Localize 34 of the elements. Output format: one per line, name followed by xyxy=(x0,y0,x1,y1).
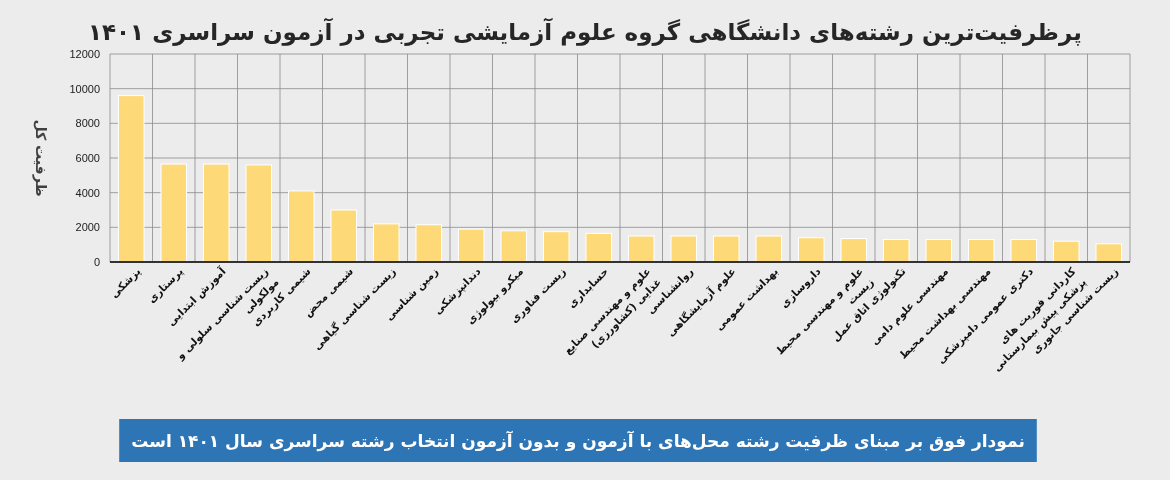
x-tick-label: پزشکی xyxy=(107,264,144,301)
bar xyxy=(288,190,315,263)
bar xyxy=(628,235,655,263)
bar xyxy=(968,238,995,263)
y-tick-label: 8000 xyxy=(75,117,100,130)
bar xyxy=(1095,243,1122,263)
y-tick-label: 6000 xyxy=(75,152,100,164)
bar xyxy=(500,230,527,263)
bar xyxy=(670,235,697,263)
bar xyxy=(755,235,782,263)
chart-title: پرظرفیت‌ترین رشته‌های دانشگاهی گروه علوم آزمایشی تجربی در آزمون سراسری ۱۴۰۱ xyxy=(88,17,1082,46)
bar xyxy=(883,238,910,263)
y-tick-label: 10000 xyxy=(69,82,100,95)
bar xyxy=(585,232,612,263)
y-tick-label: 0 xyxy=(93,256,100,268)
bar xyxy=(373,223,400,263)
bar xyxy=(1010,238,1037,263)
bar xyxy=(203,163,230,263)
bar xyxy=(160,163,187,263)
bar xyxy=(840,238,867,263)
bar xyxy=(458,228,485,263)
y-tick-label: 12000 xyxy=(69,48,100,60)
bar xyxy=(1053,240,1080,263)
y-axis-title: ظرفیت کل xyxy=(32,119,49,197)
bar xyxy=(925,238,952,263)
bar xyxy=(118,95,145,263)
bar xyxy=(245,164,272,263)
y-tick-label: 2000 xyxy=(75,221,100,234)
bar xyxy=(798,237,825,263)
bar xyxy=(713,235,740,263)
bar xyxy=(330,209,357,263)
y-tick-label: 4000 xyxy=(75,186,100,199)
bar xyxy=(543,231,570,263)
bar xyxy=(415,224,442,263)
